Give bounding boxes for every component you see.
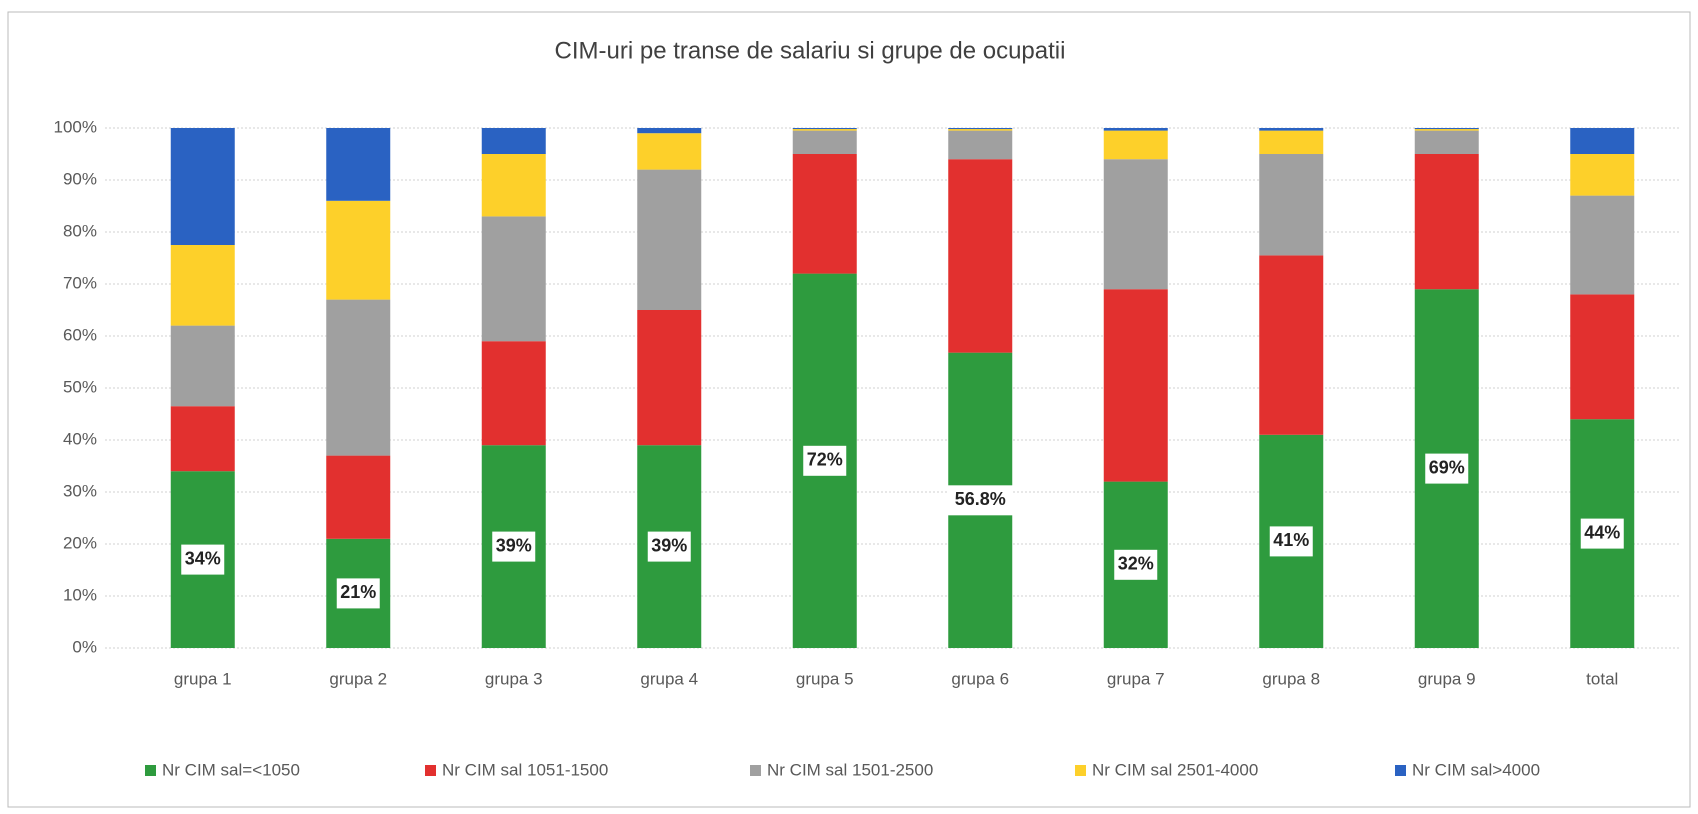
bar-segment [792, 129, 857, 131]
data-label-box [1269, 526, 1313, 557]
bar-segment [1414, 154, 1479, 290]
data-label: 39% [496, 535, 532, 555]
x-tick-label: grupa 1 [174, 669, 232, 688]
bar-segment [948, 159, 1013, 353]
x-tick-label: grupa 2 [329, 669, 387, 688]
bar-segment [481, 128, 546, 154]
bar-segment [1103, 128, 1168, 131]
x-tick-label: total [1586, 669, 1618, 688]
bar-segment [1570, 294, 1635, 420]
legend-label: Nr CIM sal 2501-4000 [1092, 760, 1258, 779]
x-tick-label: grupa 8 [1262, 669, 1320, 688]
bar-segment [1103, 130, 1168, 160]
y-tick-label: 10% [63, 585, 97, 604]
legend-swatch [1395, 765, 1406, 776]
bar-segment [170, 406, 235, 472]
bar-segment [1103, 159, 1168, 290]
bar-segment [481, 341, 546, 446]
bar-segment [792, 154, 857, 274]
bar-segment [1570, 195, 1635, 295]
data-label: 34% [185, 548, 221, 568]
x-tick-label: grupa 6 [951, 669, 1009, 688]
bar-segment [1259, 130, 1324, 154]
data-label: 32% [1118, 554, 1154, 574]
y-tick-label: 30% [63, 481, 97, 500]
bar-segment [637, 128, 702, 134]
chart-title: CIM-uri pe transe de salariu si grupe de… [555, 37, 1066, 64]
bar-segment [170, 325, 235, 407]
legend-swatch [750, 765, 761, 776]
y-tick-label: 40% [63, 429, 97, 448]
y-tick-label: 20% [63, 533, 97, 552]
data-label: 44% [1584, 522, 1620, 542]
bar-segment [1103, 289, 1168, 482]
legend-swatch [425, 765, 436, 776]
bar-segment [326, 455, 391, 539]
bar-segment [170, 245, 235, 326]
data-label-box [1425, 453, 1469, 484]
y-tick-label: 60% [63, 325, 97, 344]
bar-segment [326, 299, 391, 456]
bar-segment [637, 169, 702, 310]
bar-segment [948, 128, 1013, 130]
data-label-box [1580, 518, 1624, 549]
data-label-box [492, 531, 536, 562]
x-tick-label: grupa 9 [1418, 669, 1476, 688]
y-tick-label: 70% [63, 273, 97, 292]
data-label-box [647, 531, 691, 562]
bar-segment [1259, 255, 1324, 435]
x-tick-label: grupa 5 [796, 669, 854, 688]
bar-segment [948, 129, 1013, 131]
legend-label: Nr CIM sal 1051-1500 [442, 760, 608, 779]
bar-segment [326, 128, 391, 201]
x-tick-label: grupa 3 [485, 669, 543, 688]
legend-label: Nr CIM sal 1501-2500 [767, 760, 933, 779]
legend-label: Nr CIM sal=<1050 [162, 760, 300, 779]
data-label-box [181, 544, 225, 575]
bar-segment [1259, 128, 1324, 131]
data-label: 21% [340, 582, 376, 602]
y-tick-label: 80% [63, 221, 97, 240]
x-tick-label: grupa 7 [1107, 669, 1165, 688]
data-label: 56.8% [955, 489, 1006, 509]
data-label-box [803, 445, 847, 476]
data-label: 72% [807, 450, 843, 470]
bar-segment [481, 154, 546, 217]
bar-segment [170, 128, 235, 245]
data-label: 39% [651, 535, 687, 555]
bar-segment [948, 130, 1013, 160]
bar-segment [1414, 128, 1479, 130]
data-label-box [336, 578, 380, 609]
bar-segment [637, 310, 702, 446]
x-tick-label: grupa 4 [640, 669, 698, 688]
bar-segment [792, 128, 857, 130]
bar-segment [1414, 129, 1479, 131]
legend-swatch [1075, 765, 1086, 776]
y-tick-label: 90% [63, 169, 97, 188]
data-label-box [1114, 549, 1158, 580]
y-tick-label: 0% [72, 637, 97, 656]
data-label-box [947, 485, 1013, 516]
y-tick-label: 50% [63, 377, 97, 396]
legend-label: Nr CIM sal>4000 [1412, 760, 1540, 779]
data-label: 69% [1429, 457, 1465, 477]
bar-segment [1570, 128, 1635, 154]
bar-segment [637, 133, 702, 170]
bar-segment [1570, 154, 1635, 196]
bar-segment [326, 200, 391, 300]
bar-segment [1414, 130, 1479, 154]
y-tick-label: 100% [54, 117, 97, 136]
bar-segment [1259, 154, 1324, 256]
data-label: 41% [1273, 530, 1309, 550]
bar-segment [481, 216, 546, 342]
legend-swatch [145, 765, 156, 776]
bar-segment [792, 130, 857, 154]
